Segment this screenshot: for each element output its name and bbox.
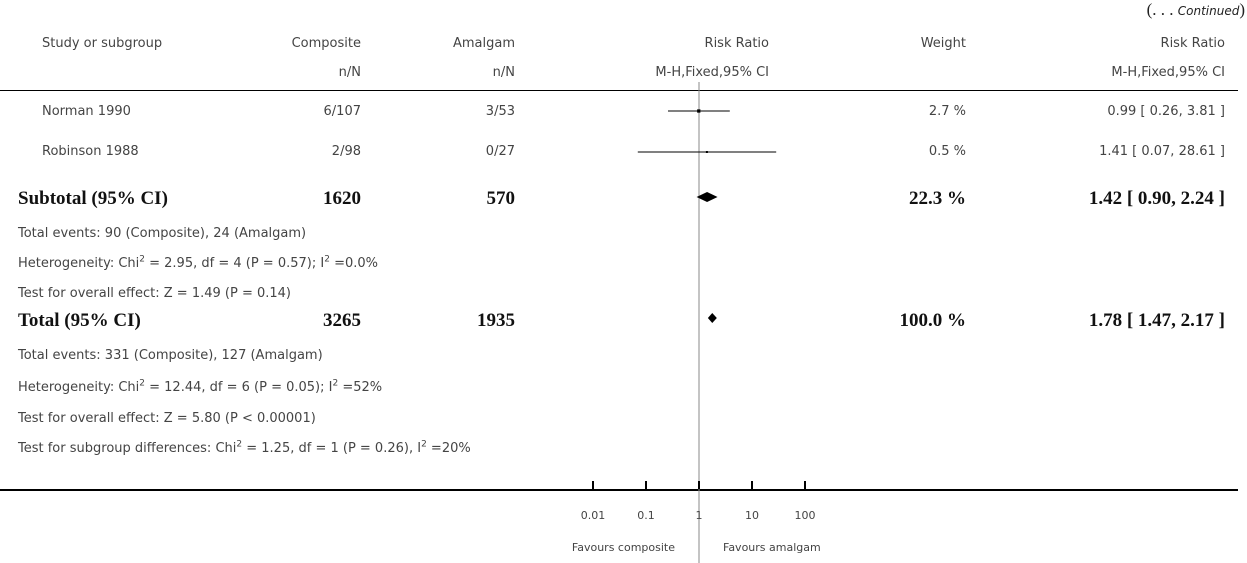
superscript: 2 [332,378,339,389]
axis-tick-label: 1 [696,509,703,522]
subtotal-ci: 1.42 [ 0.90, 2.24 ] [1088,188,1225,209]
header-composite: Composite [291,36,361,51]
continued-word: Continued [1177,4,1240,18]
study-composite: 6/107 [323,104,361,119]
pooled-diamond [707,313,717,323]
axis-tick-label: 0.01 [581,509,606,522]
bottom-rule [0,489,1238,491]
favours-right-label: Favours amalgam [723,541,821,554]
header-risk-ratio: Risk Ratio [704,36,769,51]
header-method: M-H,Fixed,95% CI [655,65,769,80]
study-ci: 1.41 [ 0.07, 28.61 ] [1099,144,1225,159]
het-text: Heterogeneity: Chi [18,256,140,271]
superscript: 2 [324,254,330,265]
continued-note: (. . . Continued) [1146,0,1245,19]
study-point [697,109,701,113]
total-weight: 100.0 % [899,310,967,331]
continued-open: (. . . [1146,0,1178,19]
total-heterogeneity: Heterogeneity: Chi2 = 12.44, df = 6 (P =… [18,378,383,396]
study-weight: 0.5 % [928,144,966,159]
het-text: =52% [338,380,383,395]
total-events: Total events: 331 (Composite), 127 (Amal… [18,348,323,363]
het-text: = 2.95, df = 4 (P = 0.57); I [145,256,325,271]
superscript: 2 [421,439,427,450]
superscript: 2 [236,439,243,450]
study-amalgam: 0/27 [485,144,515,159]
axis-tick-label: 0.1 [637,509,655,522]
subtotal-heterogeneity: Heterogeneity: Chi2 = 2.95, df = 4 (P = … [18,254,378,272]
pooled-diamond [696,192,718,202]
axis-tick-label: 10 [745,509,759,522]
subtotal-label: Subtotal (95% CI) [18,188,168,209]
axis-tick-label: 100 [795,509,816,522]
subtotal-events: Total events: 90 (Composite), 24 (Amalga… [18,226,307,241]
continued-close: ) [1239,0,1245,19]
subtotal-overall-effect: Test for overall effect: Z = 1.49 (P = 0… [18,286,291,301]
total-overall-effect: Test for overall effect: Z = 5.80 (P < 0… [18,411,316,426]
study-composite: 2/98 [331,144,361,159]
total-ci: 1.78 [ 1.47, 2.17 ] [1088,310,1225,331]
study-weight: 2.7 % [928,104,966,119]
study-name: Norman 1990 [42,104,131,119]
study-point [705,151,708,153]
study-name: Robinson 1988 [42,144,139,159]
superscript: 2 [139,378,145,389]
het-text: =0.0% [329,256,378,271]
sub-text: =20% [426,441,471,456]
header-study: Study or subgroup [42,36,163,51]
header-amalgam-sub: n/N [492,65,515,80]
header-rule [0,90,1238,91]
study-ci: 0.99 [ 0.26, 3.81 ] [1107,104,1225,119]
header-amalgam: Amalgam [452,36,515,51]
header-risk-ratio-right: Risk Ratio [1160,36,1225,51]
header-weight: Weight [920,36,966,51]
total-amalgam: 1935 [477,310,515,331]
sub-text: = 1.25, df = 1 (P = 0.26), I [242,441,422,456]
total-composite: 3265 [323,310,361,331]
het-text: = 12.44, df = 6 (P = 0.05); I [145,380,333,395]
subtotal-amalgam: 570 [486,188,516,209]
study-amalgam: 3/53 [485,104,515,119]
header-method-right: M-H,Fixed,95% CI [1111,65,1225,80]
superscript: 2 [139,254,145,265]
subtotal-composite: 1620 [323,188,361,209]
het-text: Heterogeneity: Chi [18,380,140,395]
header-composite-sub: n/N [338,65,361,80]
subtotal-weight: 22.3 % [909,188,966,209]
sub-text: Test for subgroup differences: Chi [18,441,237,456]
total-label: Total (95% CI) [18,310,141,331]
subgroup-differences: Test for subgroup differences: Chi2 = 1.… [18,439,471,457]
favours-left-label: Favours composite [572,541,675,554]
